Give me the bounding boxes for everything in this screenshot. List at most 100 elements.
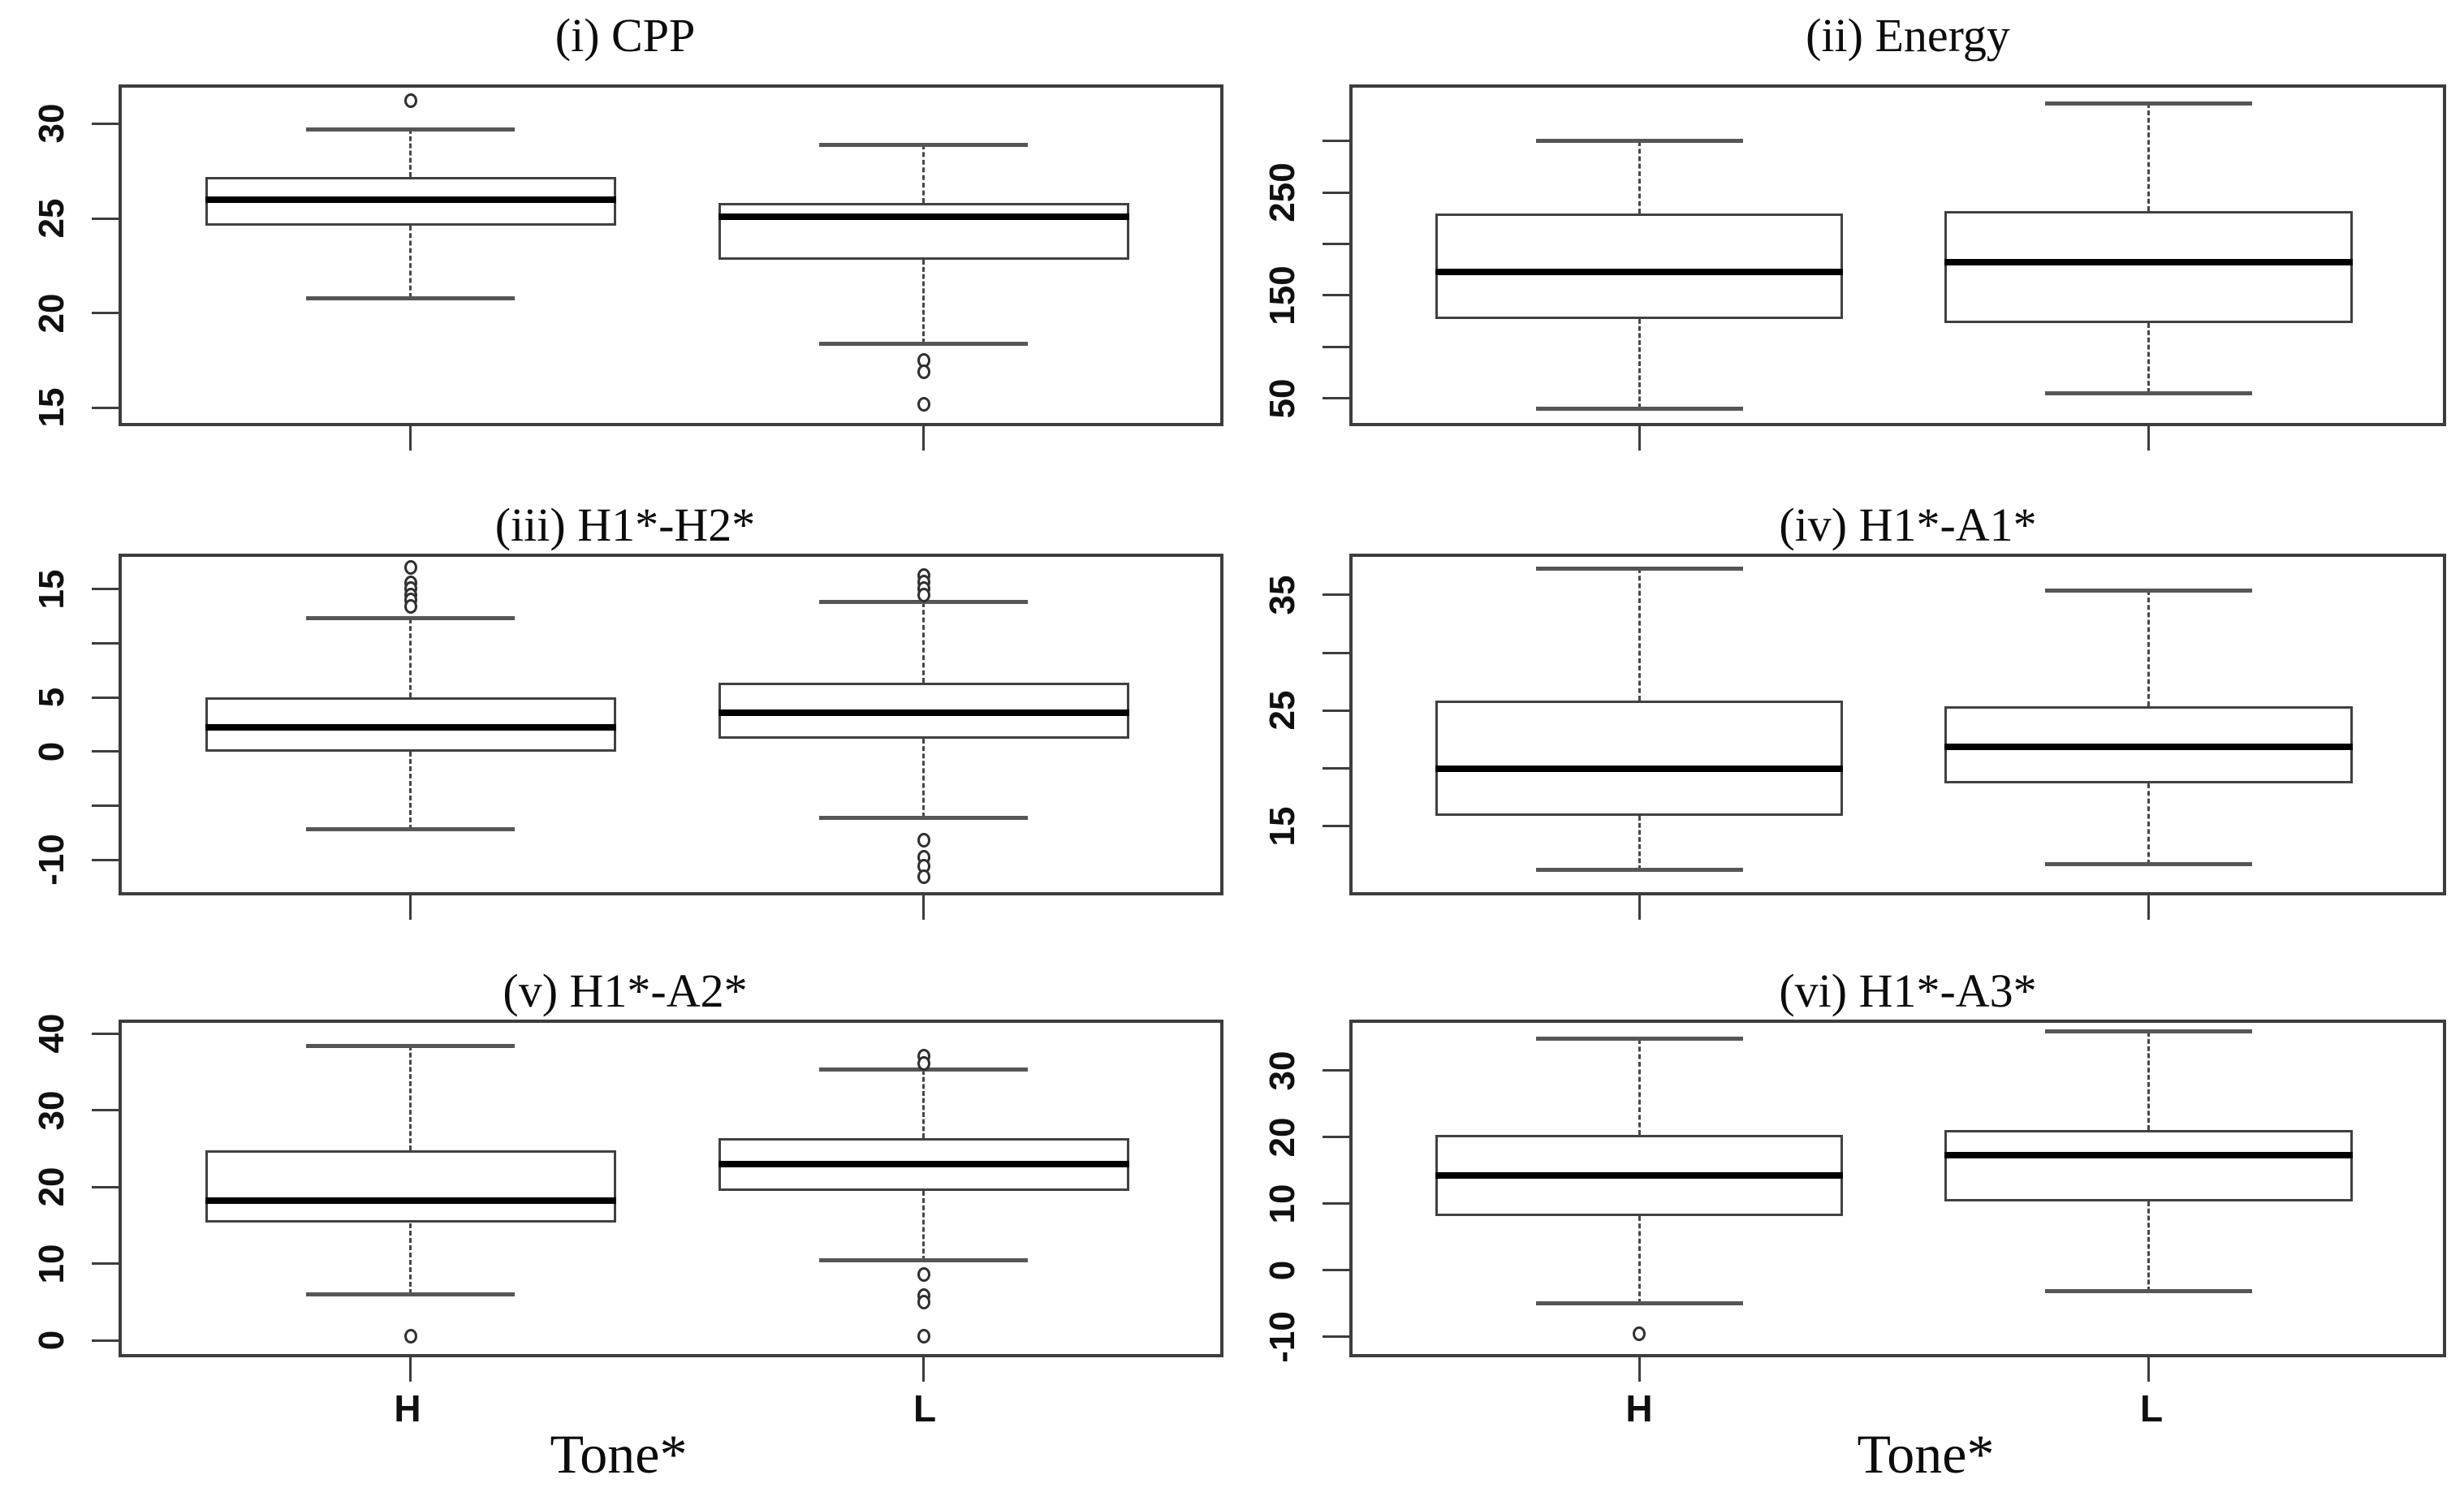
y-tick <box>92 122 119 125</box>
outlier-point <box>403 1329 417 1344</box>
panel-title-h1a2: (v) H1*-A2* <box>503 964 748 1017</box>
y-tick-label: 0 <box>32 741 71 762</box>
x-tick-stub <box>409 1357 412 1382</box>
y-tick-label: 10 <box>1262 1184 1302 1224</box>
outlier-point <box>917 1266 930 1282</box>
lower-whisker-cap <box>2044 1289 2252 1294</box>
y-tick <box>92 1109 119 1112</box>
lower-whisker-cap <box>306 295 516 300</box>
y-tick-label: 15 <box>1262 806 1302 847</box>
lower-whisker-line <box>409 1223 412 1295</box>
upper-whisker-line <box>1638 568 1641 701</box>
y-tick-label: 15 <box>32 569 71 610</box>
iqr-box <box>1944 1129 2353 1201</box>
plot-frame-energy: 50 150 250 <box>1262 84 2446 451</box>
median-line <box>1944 259 2353 266</box>
y-tick-label: 30 <box>32 1090 71 1131</box>
y-tick <box>1323 767 1349 770</box>
median-line <box>1435 268 1844 275</box>
lower-whisker-cap <box>1535 868 1743 873</box>
plot-frame-h1a1: 15 25 35 <box>1262 554 2446 920</box>
upper-whisker-cap <box>2044 588 2252 593</box>
y-tick <box>92 750 119 753</box>
x-tick-stub <box>1638 895 1641 920</box>
plot-frame-cpp: 15 20 25 30 <box>32 84 1223 451</box>
plot-frame-h1a2: 0 10 20 30 40 <box>32 1014 1223 1382</box>
y-tick <box>1323 1136 1349 1139</box>
outlier-point <box>917 869 930 885</box>
x-axis-label-right: Tone* <box>1857 1423 1995 1485</box>
y-tick <box>1323 593 1349 597</box>
y-tick-label: 30 <box>1262 1050 1302 1091</box>
x-tick-stub <box>1638 426 1641 451</box>
y-tick-label: 20 <box>32 293 71 334</box>
upper-whisker-line <box>2147 590 2150 706</box>
panel-title-h1a1: (iv) H1*-A1* <box>1779 498 2037 551</box>
x-tick-stub <box>922 895 926 920</box>
lower-whisker-line <box>1638 319 1641 409</box>
y-tick <box>92 1032 119 1035</box>
outlier-point <box>917 587 930 602</box>
median-line <box>1944 743 2353 750</box>
lower-whisker-cap <box>819 1258 1029 1263</box>
y-tick <box>1323 294 1349 297</box>
x-tick-stub <box>409 426 412 451</box>
y-tick-label: -10 <box>32 834 71 886</box>
y-tick <box>1323 345 1349 348</box>
y-tick-label: 10 <box>32 1244 71 1284</box>
lower-whisker-cap <box>306 827 516 832</box>
y-tick-label: 20 <box>1262 1117 1302 1158</box>
x-category-label-h-right: H <box>1625 1387 1653 1430</box>
median-line <box>718 709 1129 716</box>
y-tick-label: 35 <box>1262 575 1302 615</box>
outlier-point <box>403 599 417 615</box>
y-tick <box>92 1185 119 1188</box>
lower-whisker-line <box>922 738 926 818</box>
y-tick <box>1323 1269 1349 1272</box>
median-line <box>1435 1172 1844 1180</box>
x-category-label-l-right: L <box>2139 1387 2164 1430</box>
upper-whisker-cap <box>306 616 516 621</box>
y-tick-label: 25 <box>32 198 71 239</box>
upper-whisker-cap <box>2044 1029 2252 1034</box>
y-tick <box>92 406 119 409</box>
lower-whisker-line <box>1638 1215 1641 1304</box>
y-tick-label: 25 <box>1262 690 1302 731</box>
y-tick-label: 0 <box>1262 1260 1302 1281</box>
upper-whisker-cap <box>1535 1037 1743 1042</box>
upper-whisker-line <box>409 129 412 177</box>
y-tick <box>1323 651 1349 654</box>
upper-whisker-line <box>1638 1038 1641 1135</box>
upper-whisker-line <box>922 144 926 204</box>
x-tick-stub <box>409 895 412 920</box>
x-tick-stub <box>1638 1357 1641 1382</box>
outlier-point <box>917 364 930 379</box>
x-axis-label-left: Tone* <box>550 1423 688 1485</box>
y-tick-label: -10 <box>1262 1310 1302 1363</box>
y-tick-label: 5 <box>32 687 71 708</box>
y-tick <box>1323 1335 1349 1339</box>
y-tick-label: 50 <box>1262 378 1302 419</box>
upper-whisker-cap <box>306 1043 516 1048</box>
upper-whisker-cap <box>819 142 1029 147</box>
median-line <box>205 1197 616 1205</box>
outlier-point <box>917 396 930 412</box>
outlier-point <box>917 833 930 848</box>
upper-whisker-cap <box>819 600 1029 605</box>
outlier-point <box>403 560 417 576</box>
upper-whisker-cap <box>1535 566 1743 571</box>
panel-title-energy: (ii) Energy <box>1806 9 2010 62</box>
y-tick <box>92 696 119 699</box>
y-tick-label: 30 <box>32 103 71 144</box>
outlier-point <box>917 1056 930 1072</box>
y-tick <box>92 858 119 861</box>
lower-whisker-cap <box>819 341 1029 346</box>
y-tick-label: 0 <box>32 1330 71 1351</box>
upper-whisker-cap <box>306 127 516 132</box>
panel-title-h1h2: (iii) H1*-H2* <box>494 498 756 551</box>
lower-whisker-line <box>2147 323 2150 394</box>
outlier-point <box>403 93 417 109</box>
y-tick <box>92 1262 119 1266</box>
iqr-box <box>1435 213 1844 320</box>
upper-whisker-cap <box>1535 139 1743 144</box>
